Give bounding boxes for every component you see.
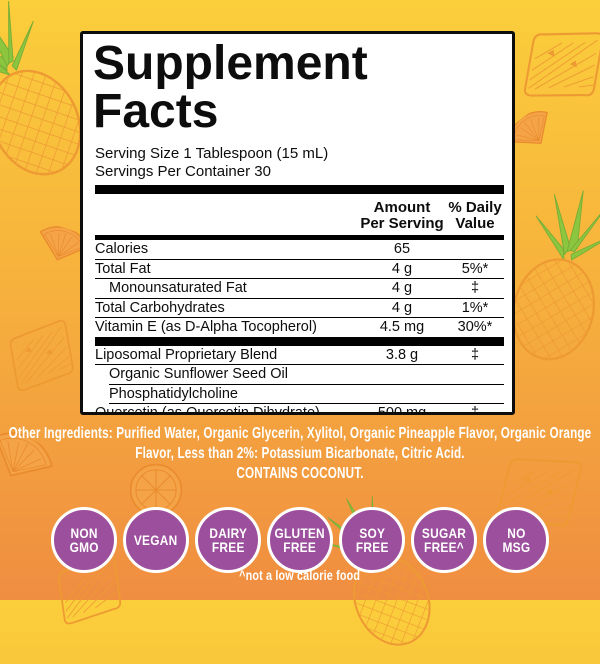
badge-soy-free: SOY FREE (339, 507, 405, 573)
amount-header-line2: Per Serving (360, 215, 444, 232)
table-row: Liposomal Proprietary Blend 3.8 g ‡ (95, 346, 504, 365)
badge-no-msg: NO MSG (483, 507, 549, 573)
amount-header: Amount (373, 199, 431, 216)
divider-thick (95, 336, 504, 346)
table-header: Amount Per Serving % Daily Value (95, 194, 504, 235)
serving-size-text: Serving Size 1 Tablespoon (15 mL) (95, 145, 329, 162)
divider-thick (95, 185, 504, 194)
calorie-footnote: ^not a low calorie food (239, 568, 361, 583)
pineapple-chunk-illustration (514, 15, 600, 108)
divider-medium (95, 235, 504, 240)
table-row: Phosphatidylcholine (109, 385, 504, 404)
table-row: Vitamin E (as D-Alpha Tocopherol) 4.5 mg… (95, 319, 493, 335)
badge-dairy-free: DAIRY FREE (195, 507, 261, 573)
contains-statement: CONTAINS COCONUT. (236, 465, 364, 482)
table-row: Quercetin (as Quercetin Dihydrate) 500 m… (95, 405, 480, 415)
servings-per-container-text: Servings Per Container 30 (95, 162, 271, 180)
daily-value-header: % Daily (448, 199, 502, 216)
page-title: Supplement Facts (93, 37, 368, 138)
table-row: Total Fat 4 g 5%* (95, 260, 504, 279)
other-ingredients-section: Other Ingredients: Purified Water, Organ… (0, 424, 600, 484)
other-ingredients-text: Other Ingredients: Purified Water, Organ… (8, 425, 592, 462)
badge-sugar-free: SUGAR FREE^ (411, 507, 477, 573)
supplement-facts-panel: Supplement Facts Serving Size 1 Tablespo… (80, 31, 515, 415)
table-row: Monounsaturated Fat 4 g ‡ (95, 279, 504, 299)
badge-gluten-free: GLUTEN FREE (267, 507, 333, 573)
table-row: Calories 65 (95, 240, 504, 260)
table-row: Total Carbohydrates 4 g 1%* (95, 299, 504, 318)
badge-non-gmo: NON GMO (51, 507, 117, 573)
pineapple-chunk-illustration (0, 310, 87, 398)
daily-value-header-line2: Value (455, 215, 495, 232)
badge-vegan: VEGAN (123, 507, 189, 573)
badge-row: NON GMO VEGAN DAIRY FREE GLUTEN FREE SOY FRE… (0, 507, 600, 573)
table-row: Organic Sunflower Seed Oil (109, 365, 504, 385)
